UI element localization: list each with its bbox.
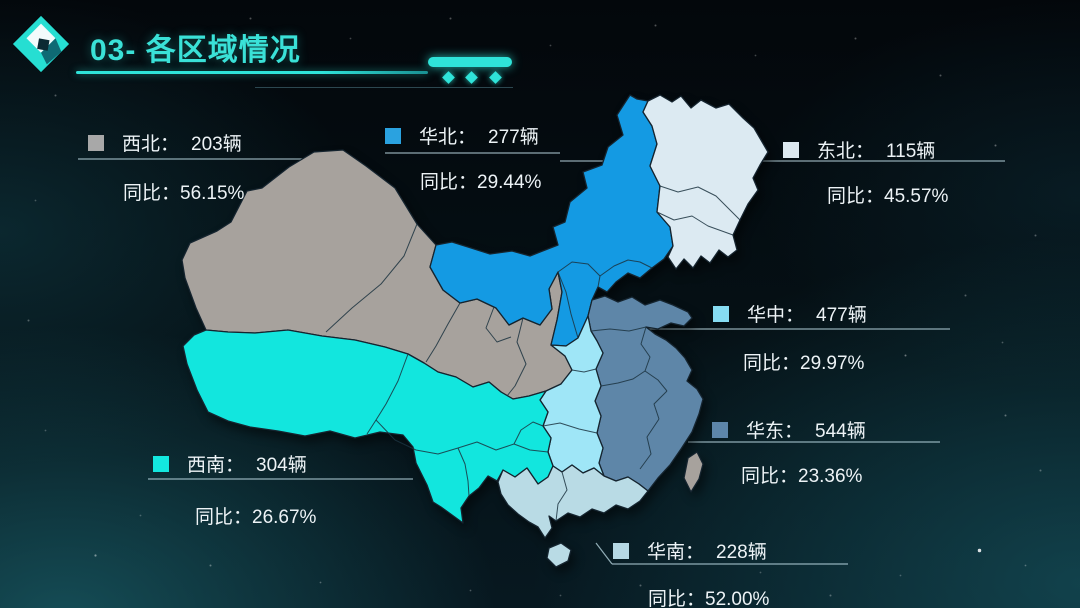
legend-label: 华东： [746,421,804,442]
legend-northwest: 西北： 203辆 同比：56.15% [88,129,244,205]
legend-swatch-central [713,305,729,322]
legend-label: 华中： [747,305,805,326]
legend-label: 华北： [419,127,477,148]
legend-northeast: 东北： 115辆 同比：45.57% [783,136,948,208]
legend-north: 华北： 277辆 同比：29.44% [385,122,541,194]
gem-logo-icon [12,15,70,73]
legend-value: 203辆 [191,134,242,155]
legend-value: 544辆 [815,421,866,442]
legend-callout-lines [78,152,1005,565]
map-island-hainan [546,542,572,568]
legend-value: 304辆 [256,455,307,476]
legend-central: 华中： 477辆 同比：29.97% [713,300,867,375]
legend-label: 西南： [187,455,245,476]
legend-yoy: 同比：45.57% [827,186,949,207]
legend-label: 东北： [817,141,875,162]
legend-swatch-north [385,127,401,144]
decoration-bar [428,57,512,67]
legend-south: 华南： 228辆 同比：52.00% [613,537,769,608]
title-underline [76,71,428,74]
legend-southwest: 西南： 304辆 同比：26.67% [153,450,316,529]
legend-yoy: 同比：26.67% [195,507,317,528]
province-borders [325,185,741,522]
legend-swatch-southwest [153,455,169,472]
legend-yoy: 同比：52.00% [648,589,770,608]
map-region-south [497,464,649,539]
decoration-line [255,87,513,88]
legend-label: 华南： [647,542,705,563]
legend-value: 277辆 [488,127,539,148]
page-title: 03- 各区域情况 [90,34,301,67]
map-island-taiwan [683,451,704,493]
legend-yoy: 同比：56.15% [123,183,245,204]
legend-value: 115辆 [886,141,936,162]
legend-value: 477辆 [816,305,867,326]
legend-value: 228辆 [716,542,767,563]
legend-swatch-northeast [783,141,799,158]
legend-swatch-south [613,542,629,559]
legend-label: 西北： [122,134,180,155]
map-region-northeast [642,94,769,270]
legend-swatch-east [712,421,728,438]
legend-swatch-northwest [88,134,104,151]
legend-yoy: 同比：23.36% [741,466,863,487]
legend-east: 华东： 544辆 同比：23.36% [712,416,866,488]
legend-yoy: 同比：29.97% [743,353,865,374]
legend-yoy: 同比：29.44% [420,172,542,193]
